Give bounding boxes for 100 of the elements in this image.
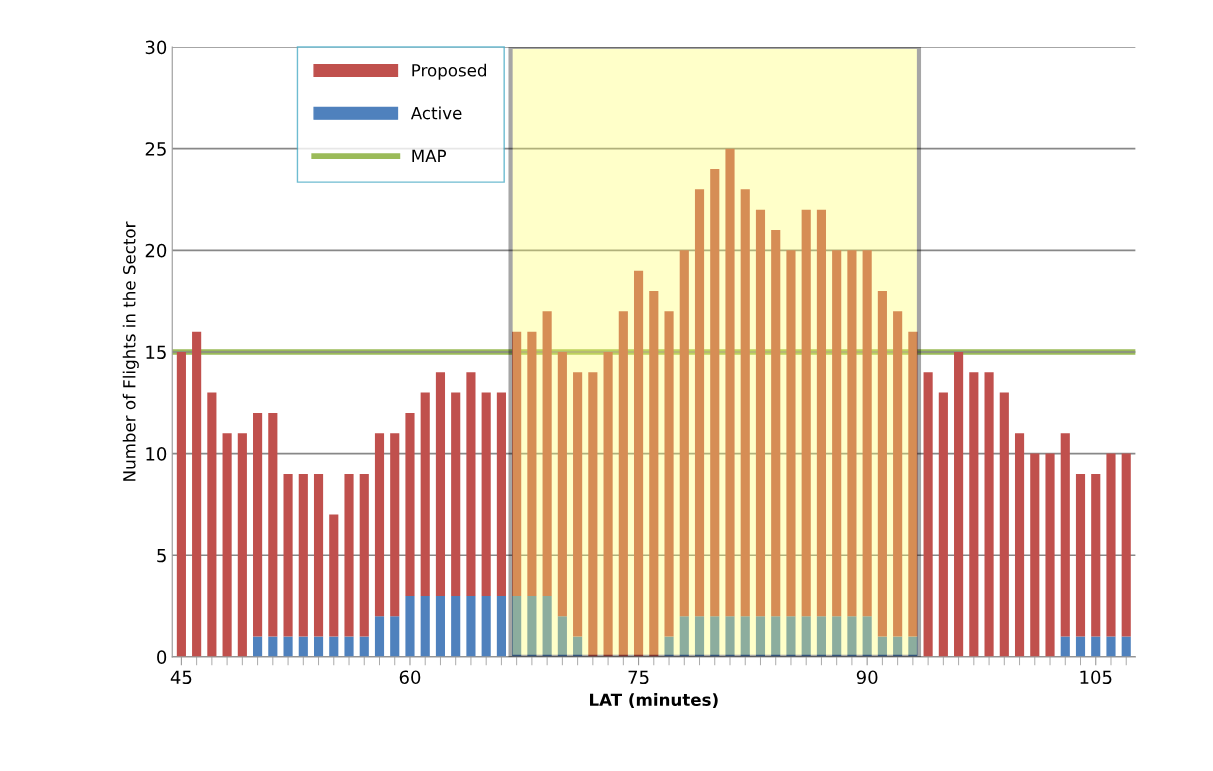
bar bbox=[466, 372, 476, 596]
bar bbox=[359, 636, 369, 657]
legend-label: Proposed bbox=[412, 63, 486, 80]
bar bbox=[405, 412, 415, 596]
bar bbox=[664, 636, 674, 657]
x-tick-label: 90 bbox=[856, 670, 878, 685]
bar bbox=[740, 616, 750, 657]
bar bbox=[877, 636, 887, 657]
y-tick-label: 5 bbox=[157, 548, 166, 563]
bar bbox=[283, 636, 293, 657]
bar bbox=[344, 473, 354, 637]
y-tick-label: 25 bbox=[145, 142, 166, 156]
bar bbox=[1030, 453, 1040, 657]
bar bbox=[847, 250, 857, 617]
bar bbox=[222, 433, 232, 657]
bar bbox=[893, 636, 903, 657]
bar bbox=[1106, 636, 1116, 657]
bar bbox=[786, 250, 796, 617]
bar bbox=[908, 636, 918, 657]
bar bbox=[237, 433, 247, 657]
bar bbox=[588, 372, 598, 657]
bar bbox=[344, 636, 354, 657]
x-tick-label: 60 bbox=[399, 670, 421, 685]
bar bbox=[466, 595, 476, 657]
bar bbox=[816, 209, 827, 617]
bar bbox=[725, 616, 735, 657]
bar bbox=[496, 392, 506, 596]
bar bbox=[176, 351, 186, 657]
bar bbox=[954, 351, 964, 657]
bar bbox=[771, 229, 781, 617]
bar bbox=[771, 616, 781, 657]
bar bbox=[755, 209, 766, 617]
bar bbox=[801, 616, 811, 657]
bar bbox=[451, 595, 461, 657]
y-tick-label: 15 bbox=[146, 345, 166, 360]
bar bbox=[832, 616, 842, 657]
bar bbox=[435, 595, 446, 657]
bar bbox=[893, 311, 903, 637]
bar bbox=[527, 331, 537, 596]
bar bbox=[1121, 636, 1131, 657]
bar bbox=[710, 169, 720, 617]
y-tick-label: 20 bbox=[145, 243, 167, 258]
bar bbox=[390, 433, 400, 617]
x-tick-label: 75 bbox=[628, 670, 649, 685]
bar bbox=[786, 616, 796, 657]
bar bbox=[1091, 473, 1101, 637]
y-axis-title: Number of Flights in the Sector bbox=[122, 221, 139, 481]
bar bbox=[298, 636, 308, 657]
bar bbox=[877, 290, 887, 637]
bar bbox=[420, 392, 430, 596]
bar bbox=[557, 351, 567, 617]
bar bbox=[862, 250, 872, 617]
bar bbox=[435, 372, 446, 596]
bar bbox=[679, 616, 689, 657]
legend-label: Active bbox=[410, 106, 462, 120]
y-tick-label: 10 bbox=[146, 447, 167, 461]
bar bbox=[679, 250, 689, 617]
bar bbox=[313, 473, 324, 637]
bar bbox=[969, 372, 979, 657]
bar bbox=[268, 636, 278, 657]
bar bbox=[999, 392, 1009, 657]
bar bbox=[374, 616, 385, 657]
legend-label: MAP bbox=[412, 149, 447, 162]
bar bbox=[420, 595, 430, 657]
bar bbox=[1075, 636, 1086, 657]
x-tick-label: 45 bbox=[170, 670, 192, 685]
bar bbox=[557, 616, 567, 657]
bar bbox=[527, 595, 537, 657]
bar bbox=[298, 473, 308, 637]
bar bbox=[862, 616, 872, 657]
bar bbox=[573, 636, 583, 657]
bar bbox=[451, 392, 461, 596]
bar bbox=[832, 250, 842, 617]
bar bbox=[664, 311, 674, 637]
bar bbox=[938, 392, 948, 657]
bar bbox=[1121, 453, 1131, 637]
bar bbox=[649, 290, 659, 657]
bar bbox=[329, 636, 339, 657]
bar bbox=[573, 372, 583, 637]
bar bbox=[816, 616, 827, 657]
bar bbox=[405, 595, 415, 657]
bar bbox=[740, 189, 750, 617]
bar bbox=[1091, 636, 1101, 657]
bar bbox=[268, 412, 278, 637]
bar bbox=[481, 392, 491, 596]
bar bbox=[359, 473, 369, 637]
bar bbox=[253, 412, 263, 637]
bar bbox=[390, 616, 400, 657]
bar bbox=[908, 331, 918, 637]
bar bbox=[1060, 433, 1070, 637]
bar bbox=[634, 270, 644, 657]
y-tick-label: 0 bbox=[157, 650, 167, 665]
bar bbox=[618, 311, 628, 657]
y-tick-label: 30 bbox=[145, 40, 167, 55]
bar bbox=[923, 372, 933, 657]
bar bbox=[1014, 433, 1025, 657]
bar bbox=[192, 331, 202, 657]
bar bbox=[603, 351, 613, 657]
bar bbox=[1106, 453, 1116, 637]
bar bbox=[512, 331, 522, 596]
